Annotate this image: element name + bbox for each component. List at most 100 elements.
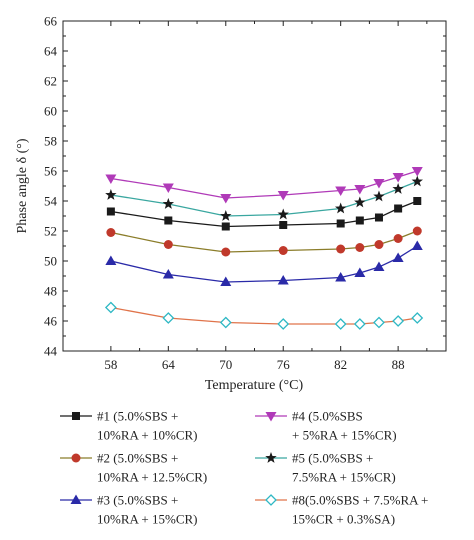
- data-point: [162, 183, 174, 193]
- data-point: [105, 189, 117, 200]
- data-point: [164, 216, 173, 225]
- data-point: [279, 221, 288, 229]
- legend-label: 10%RA + 15%CR): [97, 512, 198, 527]
- y-tick-label: 46: [44, 314, 58, 329]
- data-point: [413, 197, 422, 205]
- x-tick-label: 82: [334, 357, 347, 372]
- data-point: [392, 183, 404, 194]
- y-tick-label: 64: [44, 44, 58, 59]
- data-point: [373, 261, 385, 271]
- legend-item: #4 (5.0%SBS + 5%RA + 15%CR): [255, 409, 397, 443]
- legend-label: + 5%RA + 15%CR): [292, 428, 397, 443]
- data-point: [221, 222, 230, 231]
- legend-label: 10%RA + 10%CR): [97, 428, 198, 443]
- data-point: [393, 234, 403, 243]
- series-line: [110, 230, 418, 253]
- data-point: [221, 247, 231, 257]
- legend-marker: [265, 494, 277, 506]
- data-point: [277, 275, 289, 285]
- data-point: [373, 316, 385, 329]
- data-point: [392, 315, 405, 327]
- y-tick-label: 60: [44, 104, 57, 119]
- data-point: [374, 213, 383, 222]
- data-point: [105, 255, 117, 265]
- legend-label: #2 (5.0%SBS +: [97, 451, 178, 466]
- data-point: [353, 318, 366, 330]
- data-point: [354, 267, 366, 277]
- legend-label: 10%RA + 12.5%CR): [97, 470, 207, 485]
- data-point: [162, 269, 174, 279]
- data-point: [219, 316, 232, 329]
- x-tick-label: 88: [392, 357, 405, 372]
- y-axis-ticks: 44 46 48 50 52 54 56 58 60 62 64 66: [44, 14, 446, 359]
- data-point: [355, 243, 365, 252]
- legend-item: #1 (5.0%SBS + 10%RA + 10%CR): [60, 409, 198, 443]
- legend-label: 15%CR + 0.3%SA): [292, 512, 395, 527]
- y-tick-label: 58: [44, 134, 57, 149]
- legend-label: #3 (5.0%SBS +: [97, 493, 178, 508]
- data-point: [411, 175, 423, 187]
- data-point: [392, 252, 404, 262]
- y-tick-label: 52: [44, 224, 57, 239]
- legend: #1 (5.0%SBS + 10%RA + 10%CR) #2 (5.0%SBS +…: [60, 409, 428, 527]
- data-point: [392, 173, 404, 183]
- legend-label: #5 (5.0%SBS +: [292, 451, 373, 466]
- legend-label: #8(5.0%SBS + 7.5%RA +: [292, 493, 428, 508]
- legend-marker: [265, 412, 277, 422]
- data-point: [334, 318, 347, 330]
- data-point: [220, 210, 232, 221]
- series-line: [110, 200, 418, 228]
- y-tick-label: 44: [44, 344, 58, 359]
- series-line: [110, 170, 418, 199]
- y-tick-label: 50: [44, 254, 57, 269]
- data-point: [162, 312, 175, 324]
- y-axis-title: Phase angle δ (°): [15, 138, 30, 233]
- data-point: [162, 198, 175, 209]
- y-tick-label: 66: [44, 14, 58, 29]
- y-tick-label: 62: [44, 74, 57, 89]
- data-point: [220, 276, 232, 286]
- data-point: [394, 204, 403, 213]
- data-point: [334, 202, 347, 214]
- series-line: [110, 180, 418, 217]
- legend-marker: [72, 412, 80, 420]
- series-2: [106, 226, 422, 257]
- data-point: [373, 179, 385, 189]
- legend-label: #4 (5.0%SBS: [292, 409, 363, 424]
- data-point: [355, 216, 364, 225]
- legend-item: #2 (5.0%SBS + 10%RA + 12.5%CR): [60, 451, 207, 485]
- x-tick-label: 64: [162, 357, 176, 372]
- data-point: [278, 246, 288, 255]
- x-tick-label: 76: [277, 357, 291, 372]
- series-line: [110, 306, 418, 325]
- x-tick-label: 70: [219, 357, 232, 372]
- data-point: [105, 174, 117, 184]
- x-axis-ticks: 58 64 70 76 82 88: [104, 21, 428, 372]
- data-point: [277, 191, 289, 201]
- data-point: [411, 167, 423, 177]
- series-4: [105, 167, 423, 204]
- data-point: [373, 190, 385, 202]
- legend-marker: [265, 452, 277, 463]
- data-point: [411, 312, 424, 324]
- series-layer: [104, 167, 424, 330]
- legend-label: #1 (5.0%SBS +: [97, 409, 178, 424]
- data-point: [277, 318, 290, 330]
- data-point: [354, 196, 366, 208]
- legend-item: #8(5.0%SBS + 7.5%RA + 15%CR + 0.3%SA): [255, 493, 428, 527]
- series-1: [106, 197, 422, 231]
- legend-item: #3 (5.0%SBS + 10%RA + 15%CR): [60, 493, 198, 527]
- data-point: [335, 186, 347, 196]
- series-3: [105, 240, 423, 286]
- y-tick-label: 56: [44, 164, 58, 179]
- data-point: [412, 226, 422, 236]
- data-point: [106, 228, 116, 237]
- legend-marker: [70, 494, 82, 504]
- y-tick-label: 54: [44, 194, 58, 209]
- data-point: [374, 240, 384, 249]
- series-6: [104, 301, 424, 330]
- data-point: [277, 208, 289, 220]
- data-point: [335, 272, 347, 282]
- data-point: [336, 219, 345, 228]
